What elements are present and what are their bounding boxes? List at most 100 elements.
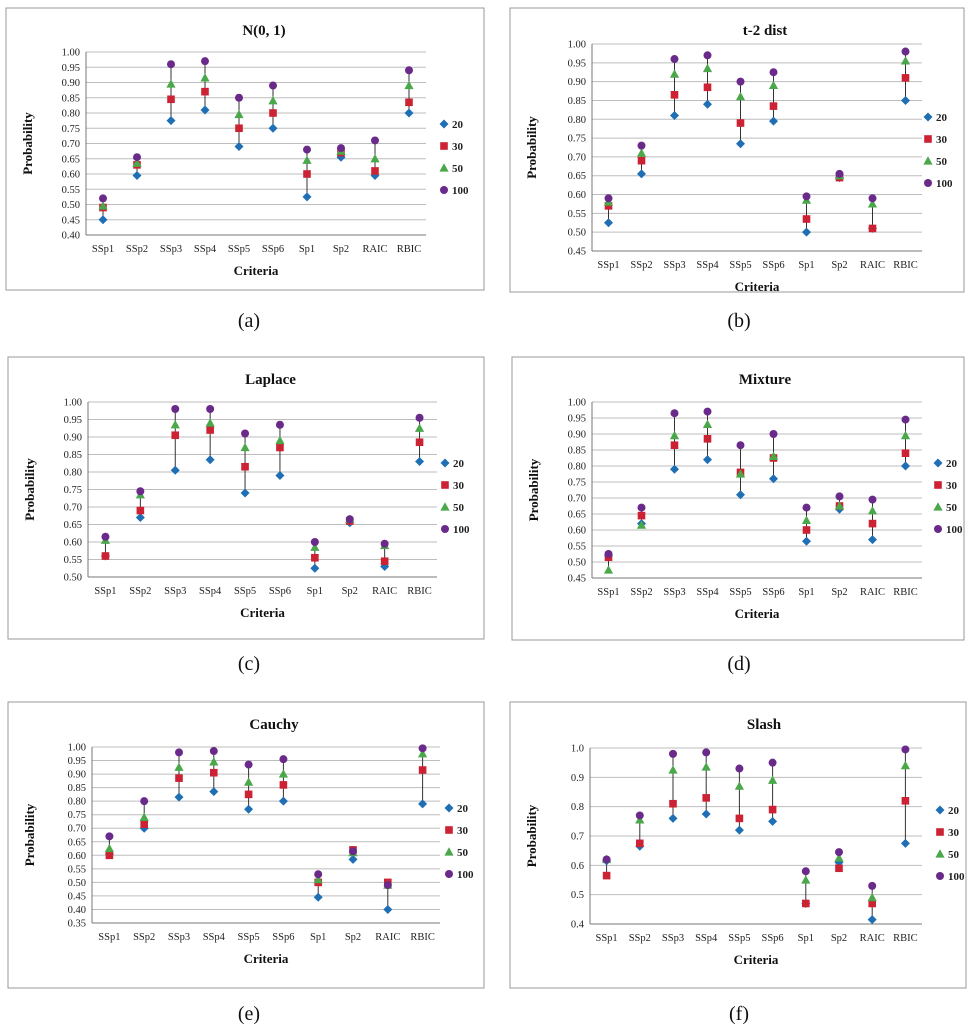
- data-point: [868, 881, 877, 890]
- data-point: [268, 96, 278, 105]
- y-tick-label: 0.55: [568, 542, 586, 553]
- x-tick-label: RBIC: [397, 244, 422, 255]
- chart-panel: N(0, 1) 0.40 0.45 0.50 0.55 0.60 0.65 0.70 0.75 0…: [5, 7, 485, 291]
- data-point: [171, 431, 180, 440]
- x-tick-label: Sp1: [798, 587, 814, 598]
- data-point: [209, 757, 219, 766]
- x-tick-label: SSp5: [238, 932, 260, 943]
- x-tick-label: RBIC: [893, 260, 918, 271]
- data-point: [867, 199, 878, 208]
- data-point: [802, 899, 810, 908]
- data-point: [200, 105, 210, 115]
- data-point: [637, 503, 646, 512]
- legend-marker: [440, 458, 450, 468]
- data-point: [241, 429, 250, 438]
- x-tick-label: SSp2: [129, 586, 151, 597]
- data-point: [802, 227, 811, 237]
- x-axis-label: Criteria: [244, 951, 289, 966]
- x-axis-label: Criteria: [734, 952, 779, 967]
- data-point: [205, 418, 215, 427]
- x-tick-label: SSp3: [663, 587, 685, 598]
- data-point: [380, 557, 389, 566]
- data-point: [235, 93, 243, 102]
- data-point: [279, 781, 288, 789]
- data-point: [802, 526, 811, 534]
- x-tick-label: SSp1: [94, 586, 116, 597]
- data-point: [166, 116, 176, 126]
- x-tick-label: SSp1: [596, 933, 618, 944]
- y-tick-label: 0.75: [568, 478, 586, 489]
- data-point: [279, 755, 288, 764]
- data-point: [703, 407, 712, 416]
- data-point: [769, 102, 778, 110]
- legend-label: 100: [453, 524, 470, 536]
- data-point: [175, 774, 183, 782]
- x-tick-label: SSp5: [729, 587, 751, 598]
- y-tick-label: 0.85: [568, 446, 586, 457]
- data-point: [802, 192, 811, 201]
- data-point: [867, 915, 877, 925]
- chart-panel: Laplace 0.50 0.55 0.60 0.65 0.70 0.75 0.80 0.85 0…: [7, 356, 485, 640]
- x-tick-label: RAIC: [362, 244, 387, 255]
- data-point: [736, 139, 745, 149]
- x-tick-label: SSp1: [597, 587, 619, 598]
- data-point: [383, 904, 393, 914]
- data-point: [769, 430, 778, 438]
- data-point: [768, 816, 778, 826]
- y-tick-label: 0.80: [568, 115, 586, 126]
- y-tick-label: 1.00: [568, 40, 586, 51]
- x-tick-label: SSp5: [728, 933, 750, 944]
- legend-marker: [444, 847, 454, 856]
- legend-marker: [445, 870, 453, 878]
- data-point: [604, 194, 613, 203]
- y-tick-label: 0.70: [68, 824, 86, 835]
- data-point: [736, 441, 745, 450]
- data-point: [703, 83, 712, 92]
- data-point: [670, 464, 679, 474]
- x-tick-label: SSp2: [630, 587, 652, 598]
- data-point: [769, 474, 778, 484]
- data-point: [604, 202, 613, 210]
- data-point: [801, 875, 811, 884]
- x-tick-label: SSp4: [695, 933, 718, 944]
- chart-frame: [7, 701, 485, 989]
- data-point: [268, 123, 278, 133]
- data-point: [98, 215, 108, 225]
- data-point: [603, 565, 614, 574]
- legend-marker: [441, 481, 449, 489]
- y-tick-label: 0.85: [64, 450, 82, 461]
- data-point: [703, 99, 712, 109]
- legend-marker: [439, 119, 449, 129]
- data-point: [415, 413, 424, 422]
- data-point: [132, 158, 142, 167]
- data-point: [834, 501, 845, 510]
- data-point: [867, 892, 877, 902]
- data-point: [276, 443, 284, 452]
- data-point: [167, 95, 175, 104]
- data-point: [901, 745, 910, 754]
- y-tick-label: 1.00: [68, 743, 86, 754]
- legend-marker: [935, 849, 945, 858]
- legend-marker: [936, 872, 944, 880]
- data-point: [769, 116, 778, 126]
- x-tick-label: Sp2: [342, 586, 358, 597]
- x-axis-label: Criteria: [735, 279, 780, 294]
- y-axis-label: Probability: [524, 116, 539, 179]
- data-point: [735, 469, 746, 478]
- data-point: [166, 79, 176, 88]
- data-point: [835, 169, 844, 178]
- data-point: [636, 148, 647, 157]
- x-tick-label: RBIC: [410, 932, 435, 943]
- data-point: [802, 215, 811, 223]
- data-point: [736, 77, 745, 86]
- data-point: [278, 796, 288, 806]
- data-point: [101, 552, 110, 560]
- y-tick-label: 0.90: [568, 430, 586, 441]
- legend-marker: [444, 803, 454, 813]
- legend-marker: [933, 502, 943, 511]
- x-tick-label: SSp3: [160, 244, 182, 255]
- data-point: [701, 809, 711, 819]
- x-tick-label: SSp6: [262, 244, 284, 255]
- data-point: [604, 550, 613, 558]
- data-point: [303, 170, 311, 178]
